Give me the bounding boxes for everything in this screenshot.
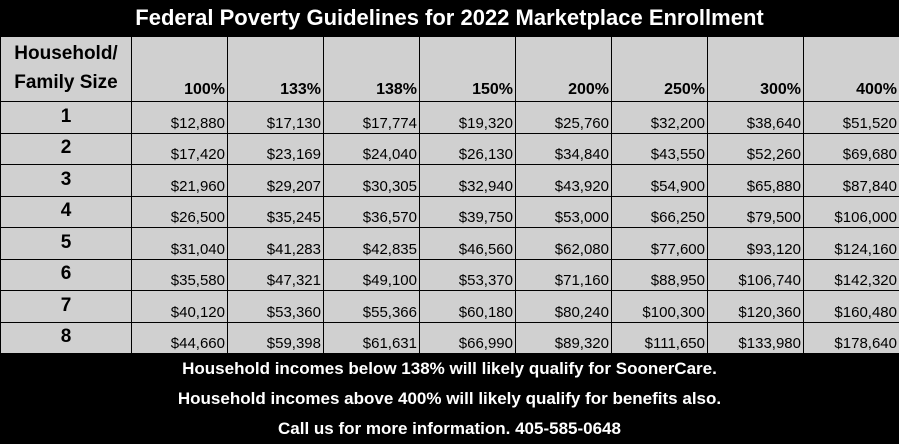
income-cell: $35,580 (132, 259, 228, 291)
table-row: 6$35,580$47,321$49,100$53,370$71,160$88,… (1, 259, 899, 291)
footer-note-benefits: Household incomes above 400% will likely… (0, 384, 899, 414)
income-cell: $106,000 (804, 196, 899, 228)
income-cell: $87,840 (804, 165, 899, 197)
household-size-cell: 7 (1, 291, 132, 323)
income-cell: $52,260 (708, 133, 804, 165)
income-cell: $17,130 (228, 102, 324, 134)
income-cell: $60,180 (420, 291, 516, 323)
income-cell: $59,398 (228, 322, 324, 354)
income-cell: $71,160 (516, 259, 612, 291)
footer-notes: Household incomes below 138% will likely… (0, 354, 899, 444)
income-cell: $88,950 (612, 259, 708, 291)
footer-note-contact: Call us for more information. 405-585-06… (0, 414, 899, 444)
income-cell: $21,960 (132, 165, 228, 197)
household-size-cell: 6 (1, 259, 132, 291)
income-cell: $51,520 (804, 102, 899, 134)
column-header: 150% (420, 37, 516, 102)
income-cell: $43,550 (612, 133, 708, 165)
header-line-1: Household/ (14, 43, 117, 64)
income-cell: $40,120 (132, 291, 228, 323)
table-row: 8$44,660$59,398$61,631$66,990$89,320$111… (1, 322, 899, 354)
income-cell: $65,880 (708, 165, 804, 197)
income-cell: $32,940 (420, 165, 516, 197)
income-cell: $38,640 (708, 102, 804, 134)
income-cell: $24,040 (324, 133, 420, 165)
income-cell: $100,300 (612, 291, 708, 323)
income-cell: $42,835 (324, 228, 420, 260)
income-cell: $69,680 (804, 133, 899, 165)
income-cell: $23,169 (228, 133, 324, 165)
income-cell: $106,740 (708, 259, 804, 291)
footer-note-soonercare: Household incomes below 138% will likely… (0, 354, 899, 384)
column-header: 400% (804, 37, 899, 102)
income-cell: $66,990 (420, 322, 516, 354)
income-cell: $124,160 (804, 228, 899, 260)
table-row: 3$21,960$29,207$30,305$32,940$43,920$54,… (1, 165, 899, 197)
income-cell: $111,650 (612, 322, 708, 354)
income-cell: $93,120 (708, 228, 804, 260)
column-header: 138% (324, 37, 420, 102)
table-row: 4$26,500$35,245$36,570$39,750$53,000$66,… (1, 196, 899, 228)
income-cell: $53,000 (516, 196, 612, 228)
header-line-2: Family Size (14, 72, 118, 93)
household-size-cell: 2 (1, 133, 132, 165)
income-cell: $36,570 (324, 196, 420, 228)
table-row: 1$12,880$17,130$17,774$19,320$25,760$32,… (1, 102, 899, 134)
column-header: 100% (132, 37, 228, 102)
income-cell: $26,130 (420, 133, 516, 165)
income-cell: $53,370 (420, 259, 516, 291)
income-cell: $133,980 (708, 322, 804, 354)
household-size-cell: 5 (1, 228, 132, 260)
income-cell: $29,207 (228, 165, 324, 197)
income-cell: $120,360 (708, 291, 804, 323)
household-size-cell: 4 (1, 196, 132, 228)
column-header: 200% (516, 37, 612, 102)
income-cell: $178,640 (804, 322, 899, 354)
table-row: 5$31,040$41,283$42,835$46,560$62,080$77,… (1, 228, 899, 260)
income-cell: $55,366 (324, 291, 420, 323)
page-title: Federal Poverty Guidelines for 2022 Mark… (0, 0, 899, 36)
column-header: 300% (708, 37, 804, 102)
income-cell: $30,305 (324, 165, 420, 197)
income-cell: $12,880 (132, 102, 228, 134)
income-cell: $39,750 (420, 196, 516, 228)
income-cell: $32,200 (612, 102, 708, 134)
income-cell: $43,920 (516, 165, 612, 197)
income-cell: $34,840 (516, 133, 612, 165)
income-cell: $49,100 (324, 259, 420, 291)
column-header: 133% (228, 37, 324, 102)
income-cell: $160,480 (804, 291, 899, 323)
poverty-guidelines-table: Household/ Family Size 100% 133% 138% 15… (0, 36, 899, 354)
header-row: Household/ Family Size 100% 133% 138% 15… (1, 37, 899, 102)
income-cell: $79,500 (708, 196, 804, 228)
table-row: 2$17,420$23,169$24,040$26,130$34,840$43,… (1, 133, 899, 165)
income-cell: $25,760 (516, 102, 612, 134)
income-cell: $35,245 (228, 196, 324, 228)
income-cell: $31,040 (132, 228, 228, 260)
income-cell: $142,320 (804, 259, 899, 291)
income-cell: $61,631 (324, 322, 420, 354)
household-size-cell: 1 (1, 102, 132, 134)
income-cell: $17,420 (132, 133, 228, 165)
income-cell: $44,660 (132, 322, 228, 354)
column-header: 250% (612, 37, 708, 102)
income-cell: $89,320 (516, 322, 612, 354)
income-cell: $26,500 (132, 196, 228, 228)
income-cell: $80,240 (516, 291, 612, 323)
income-cell: $17,774 (324, 102, 420, 134)
income-cell: $41,283 (228, 228, 324, 260)
income-cell: $62,080 (516, 228, 612, 260)
household-size-cell: 3 (1, 165, 132, 197)
income-cell: $19,320 (420, 102, 516, 134)
income-cell: $54,900 (612, 165, 708, 197)
income-cell: $47,321 (228, 259, 324, 291)
table-row: 7$40,120$53,360$55,366$60,180$80,240$100… (1, 291, 899, 323)
income-cell: $66,250 (612, 196, 708, 228)
income-cell: $46,560 (420, 228, 516, 260)
income-cell: $53,360 (228, 291, 324, 323)
income-cell: $77,600 (612, 228, 708, 260)
household-size-header: Household/ Family Size (1, 37, 132, 102)
household-size-cell: 8 (1, 322, 132, 354)
